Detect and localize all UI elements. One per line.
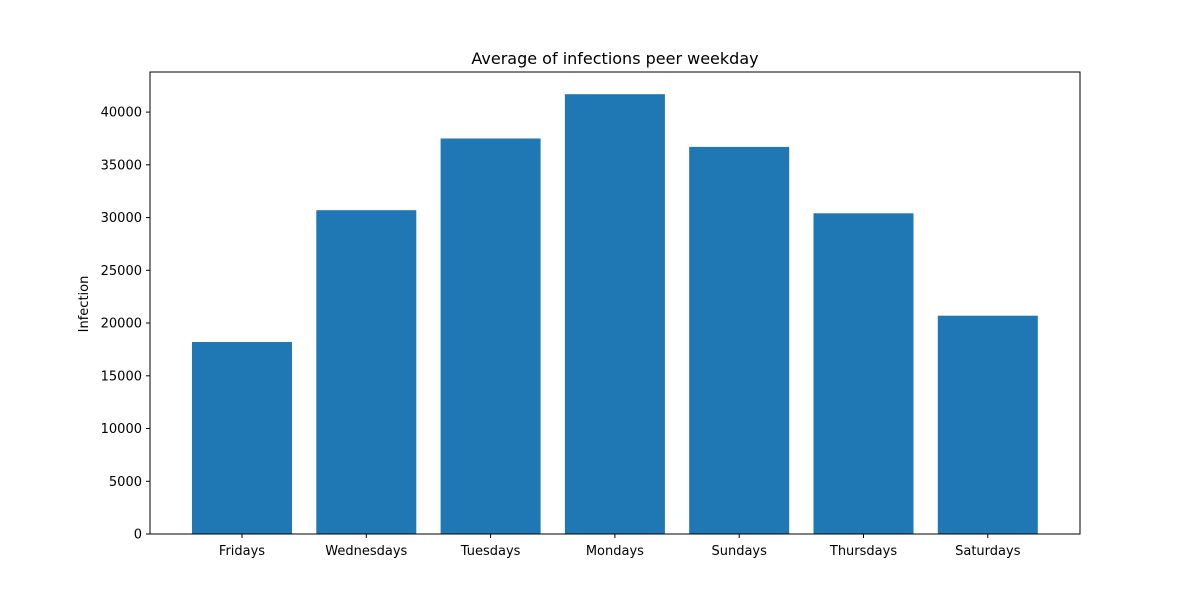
x-tick-label: Mondays — [586, 544, 644, 559]
bar-sundays — [689, 146, 790, 534]
y-tick-label: 20000 — [101, 317, 142, 332]
y-tick-label: 30000 — [101, 211, 142, 226]
bars-group — [192, 94, 1038, 535]
x-tick-label: Sundays — [711, 544, 767, 559]
x-tick-label: Tuesdays — [460, 544, 521, 559]
plot-area-frame — [149, 71, 1081, 535]
x-axis: Fridays Wednesdays Tuesdays Mondays Sundays T… — [219, 534, 1021, 559]
y-tick-label: 10000 — [101, 422, 142, 437]
y-axis-label: Infection — [77, 276, 92, 333]
bar-thursdays — [813, 213, 914, 535]
y-tick-label: 15000 — [101, 369, 142, 384]
chart-title: Average of infections peer weekday — [471, 49, 758, 68]
bar-saturdays — [937, 315, 1038, 534]
y-axis: 0 5000 10000 15000 20000 25000 30000 35000 40000 — [101, 106, 150, 543]
x-tick-label: Thursdays — [829, 544, 897, 559]
y-tick-label: 5000 — [109, 475, 142, 490]
y-tick-label: 25000 — [101, 264, 142, 279]
bar-tuesdays — [440, 138, 541, 534]
x-tick-label: Saturdays — [955, 544, 1021, 559]
y-tick-label: 40000 — [101, 106, 142, 121]
bar-wednesdays — [316, 210, 417, 534]
bar-mondays — [564, 94, 665, 534]
bar-fridays — [192, 342, 292, 534]
x-tick-label: Wednesdays — [325, 544, 407, 559]
y-tick-label: 0 — [134, 528, 142, 543]
x-tick-label: Fridays — [219, 544, 265, 559]
y-tick-label: 35000 — [101, 158, 142, 173]
